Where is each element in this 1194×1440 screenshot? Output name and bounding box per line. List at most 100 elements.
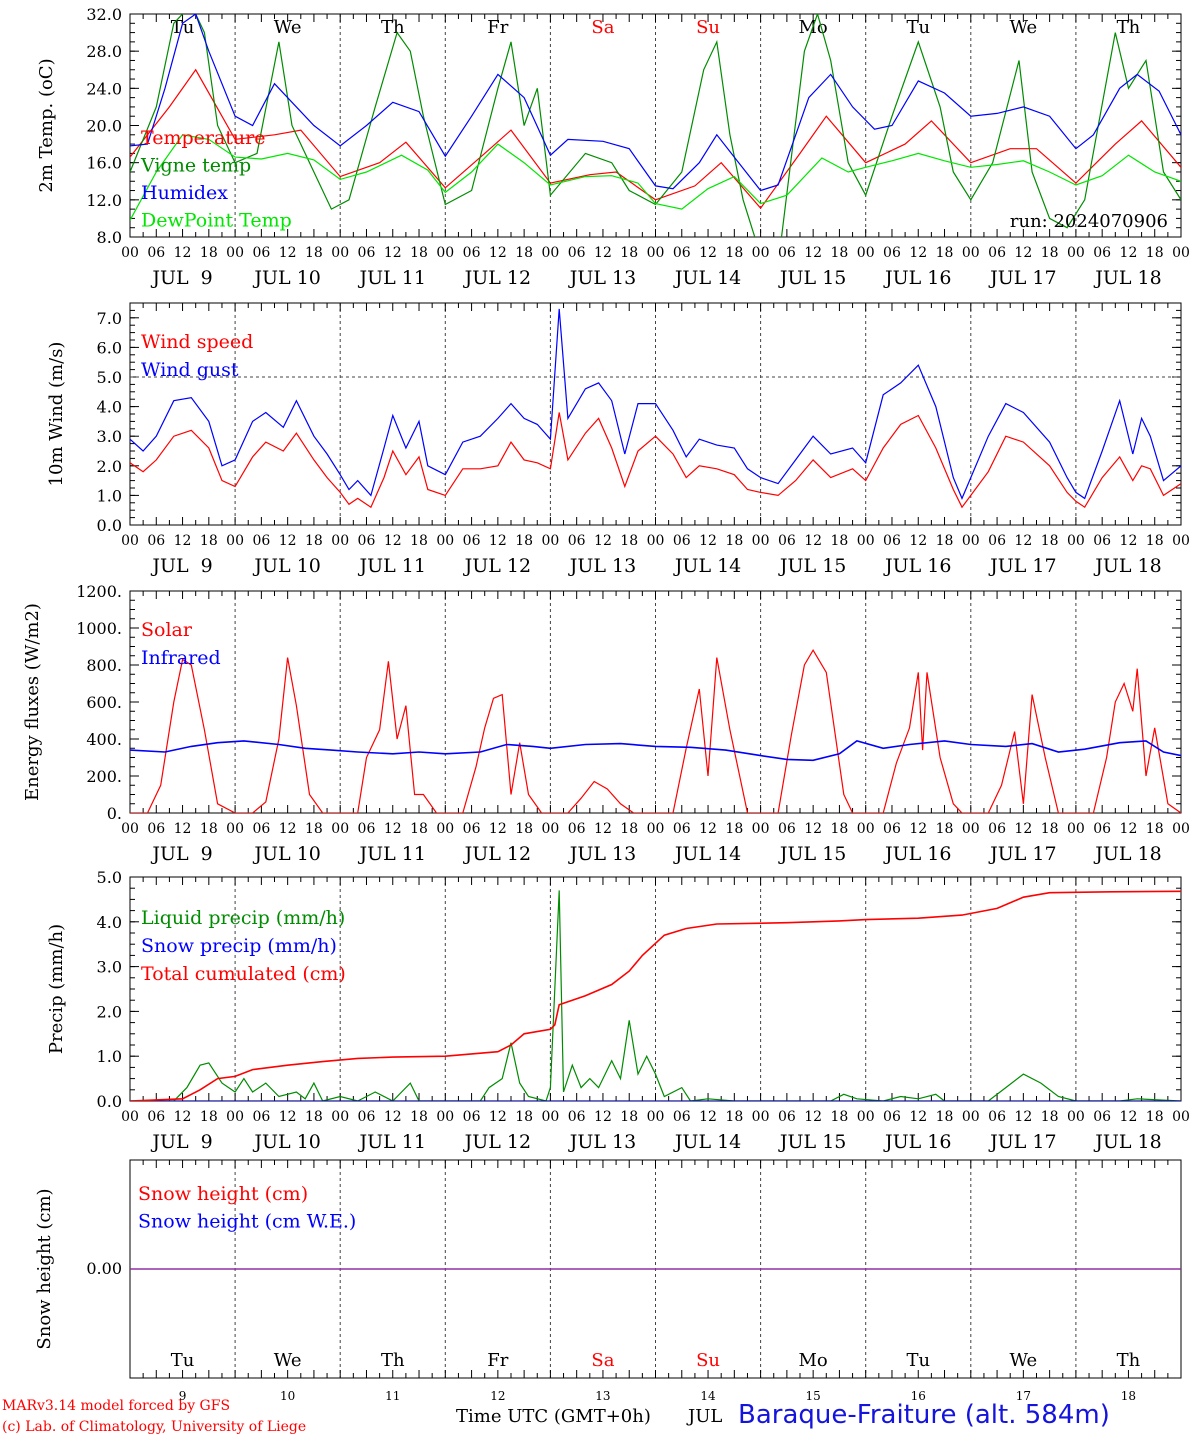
hour-tick-label: 00 xyxy=(121,245,139,261)
hour-tick-label: 18 xyxy=(725,1109,743,1125)
station-name: Baraque-Fraiture (alt. 584m) xyxy=(738,1400,1110,1430)
date-label: JUL 13 xyxy=(568,843,636,865)
date-label: JUL 16 xyxy=(883,555,951,577)
weekday-label: Mo xyxy=(799,1350,828,1371)
hour-tick-label: 12 xyxy=(489,821,507,837)
hour-tick-label: 06 xyxy=(673,245,691,261)
y-tick-label: 20.0 xyxy=(86,117,122,136)
series-line xyxy=(130,649,1181,813)
weekday-label: Tu xyxy=(906,1350,930,1371)
panel-precip: 0.0 1.0 2.0 3.0 4.0 5.0 Precip (mm/h) 00 06 12 18 0… xyxy=(46,868,1190,1153)
hour-tick-label: 18 xyxy=(936,245,954,261)
hour-tick-label: 18 xyxy=(1041,821,1059,837)
date-label: JUL 14 xyxy=(673,1131,741,1153)
y-tick-label: 600. xyxy=(86,693,122,712)
hour-tick-label: 06 xyxy=(568,1109,586,1125)
hour-tick-label: 12 xyxy=(384,245,402,261)
date-label: JUL 14 xyxy=(673,267,741,289)
panel-temperature: 8.0 12.0 16.0 20.0 24.0 28.0 32.0 2m Temp. (oC)… xyxy=(36,5,1190,289)
hour-tick-label: 00 xyxy=(1172,245,1190,261)
series-line xyxy=(130,412,1181,509)
day-number: 11 xyxy=(385,1389,400,1403)
hour-tick-label: 00 xyxy=(1067,533,1085,549)
panel-wind: 0.0 1.0 2.0 3.0 4.0 5.0 6.0 7.0 10m Wind (m/s) 00… xyxy=(46,302,1190,577)
hour-tick-label: 06 xyxy=(673,533,691,549)
hour-tick-label: 12 xyxy=(1014,533,1032,549)
hour-tick-label: 12 xyxy=(1014,1109,1032,1125)
hour-tick-label: 00 xyxy=(962,245,980,261)
hour-tick-label: 18 xyxy=(1146,821,1164,837)
hour-tick-label: 06 xyxy=(463,245,481,261)
date-label: JUL 18 xyxy=(1093,1131,1161,1153)
hour-tick-label: 12 xyxy=(594,1109,612,1125)
hour-tick-label: 00 xyxy=(436,533,454,549)
hour-tick-label: 06 xyxy=(1093,1109,1111,1125)
run-annotation: run: 2024070906 xyxy=(1010,211,1168,232)
y-tick-label: 28.0 xyxy=(86,42,122,61)
y-tick-label: 800. xyxy=(86,656,122,675)
date-label: JUL 11 xyxy=(358,267,426,289)
hour-tick-label: 12 xyxy=(594,821,612,837)
hour-tick-label: 18 xyxy=(200,821,218,837)
hour-tick-label: 18 xyxy=(1146,1109,1164,1125)
hour-tick-label: 00 xyxy=(226,245,244,261)
weekday-label: Sa xyxy=(591,1350,614,1371)
series-line xyxy=(130,890,1181,1101)
weekday-label: Sa xyxy=(591,17,614,38)
hour-tick-label: 00 xyxy=(857,533,875,549)
legend-entry: Humidex xyxy=(141,182,228,204)
weekday-label: Tu xyxy=(171,1350,195,1371)
y-tick-label: 3.0 xyxy=(97,958,122,977)
y-axis-title: Energy fluxes (W/m2) xyxy=(22,603,43,801)
hour-tick-label: 12 xyxy=(174,821,192,837)
hour-tick-label: 12 xyxy=(804,1109,822,1125)
date-label: JUL 10 xyxy=(252,1131,320,1153)
hour-tick-label: 18 xyxy=(515,821,533,837)
y-tick-label: 0. xyxy=(107,804,122,823)
hour-tick-label: 06 xyxy=(568,821,586,837)
day-number: 9 xyxy=(179,1389,187,1403)
hour-tick-label: 00 xyxy=(752,821,770,837)
hour-tick-label: 06 xyxy=(988,245,1006,261)
hour-tick-label: 12 xyxy=(489,1109,507,1125)
hour-tick-label: 12 xyxy=(279,245,297,261)
hour-tick-label: 18 xyxy=(936,821,954,837)
date-label: JUL 13 xyxy=(568,555,636,577)
hour-tick-label: 12 xyxy=(1120,821,1138,837)
hour-tick-label: 06 xyxy=(1093,821,1111,837)
weekday-label: Fr xyxy=(487,17,508,38)
hour-tick-label: 12 xyxy=(174,1109,192,1125)
hour-tick-label: 06 xyxy=(147,533,165,549)
hour-tick-label: 18 xyxy=(1041,1109,1059,1125)
hour-tick-label: 00 xyxy=(1067,245,1085,261)
hour-tick-label: 12 xyxy=(279,533,297,549)
hour-tick-label: 00 xyxy=(331,1109,349,1125)
date-label: JUL 10 xyxy=(252,267,320,289)
hour-tick-label: 06 xyxy=(463,821,481,837)
hour-tick-label: 12 xyxy=(1014,821,1032,837)
hour-tick-label: 00 xyxy=(226,533,244,549)
y-tick-label: 1200. xyxy=(76,582,122,601)
y-tick-label: 8.0 xyxy=(97,228,122,247)
date-label: JUL 10 xyxy=(252,843,320,865)
date-label: JUL 13 xyxy=(568,1131,636,1153)
copyright-credit: (c) Lab. of Climatology, University of L… xyxy=(2,1419,307,1435)
hour-tick-label: 00 xyxy=(962,533,980,549)
hour-tick-label: 06 xyxy=(778,245,796,261)
hour-tick-label: 12 xyxy=(489,245,507,261)
hour-tick-label: 18 xyxy=(1146,533,1164,549)
hour-tick-label: 12 xyxy=(699,245,717,261)
weekday-label: Su xyxy=(696,1350,720,1371)
weekday-label: Th xyxy=(1117,1350,1141,1371)
date-label: JUL 15 xyxy=(778,555,846,577)
hour-tick-label: 06 xyxy=(252,1109,270,1125)
hour-tick-label: 06 xyxy=(463,533,481,549)
y-axis-title: 2m Temp. (oC) xyxy=(36,58,57,192)
time-axis-label: Time UTC (GMT+0h) xyxy=(456,1406,651,1427)
y-tick-label: 16.0 xyxy=(86,154,122,173)
y-axis-title: Snow height (cm) xyxy=(34,1188,55,1349)
hour-tick-label: 18 xyxy=(1146,245,1164,261)
date-label: JUL 18 xyxy=(1093,267,1161,289)
y-tick-label: 0.00 xyxy=(86,1259,122,1278)
